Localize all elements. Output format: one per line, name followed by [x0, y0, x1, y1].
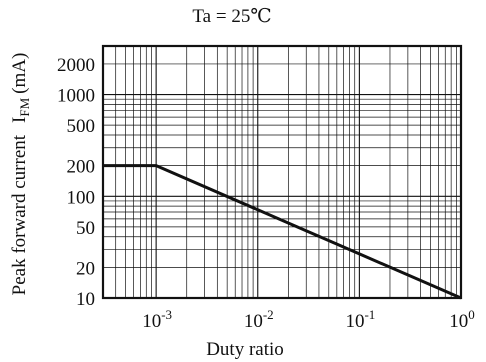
y-axis-symbol: I [9, 117, 30, 123]
x-tick-label: 10-2 [244, 307, 274, 332]
y-axis-unit: (mA) [9, 53, 30, 94]
y-axis-subscript: FM [17, 97, 32, 116]
y-tick-label: 50 [76, 218, 95, 239]
plot-frame [101, 44, 463, 300]
y-tick-label: 2000 [57, 55, 95, 76]
y-axis-title-text: Peak forward current [9, 134, 30, 295]
y-tick-label: 100 [67, 187, 96, 208]
y-axis-title: Peak forward current IFM (mA) [9, 53, 32, 296]
grid-layer [102, 45, 462, 299]
y-tick-label: 10 [76, 289, 95, 310]
chart-title: Ta = 25℃ [192, 6, 271, 27]
x-tick-base: 10 [449, 311, 468, 332]
y-tick-label: 500 [67, 116, 96, 137]
series-line-1 [103, 164, 462, 300]
x-tick-exponent: -1 [364, 307, 375, 322]
x-tick-base: 10 [244, 311, 263, 332]
x-tick-base: 10 [142, 311, 161, 332]
x-tick-label: 10-3 [142, 307, 172, 332]
x-tick-labels: 10-3 10-2 10-1 100 [142, 307, 475, 332]
y-tick-labels: 10 20 50 100 200 500 1000 2000 [57, 55, 95, 310]
x-tick-label: 100 [449, 307, 475, 332]
y-tick-label: 1000 [57, 86, 95, 107]
x-tick-exponent: 0 [468, 307, 475, 322]
x-tick-base: 10 [345, 311, 364, 332]
x-axis-title: Duty ratio [206, 339, 284, 360]
x-tick-exponent: -2 [263, 307, 274, 322]
y-tick-label: 200 [67, 157, 96, 178]
x-tick-exponent: -3 [161, 307, 172, 322]
x-tick-label: 10-1 [345, 307, 375, 332]
series-layer [103, 164, 462, 300]
y-tick-label: 20 [76, 258, 95, 279]
